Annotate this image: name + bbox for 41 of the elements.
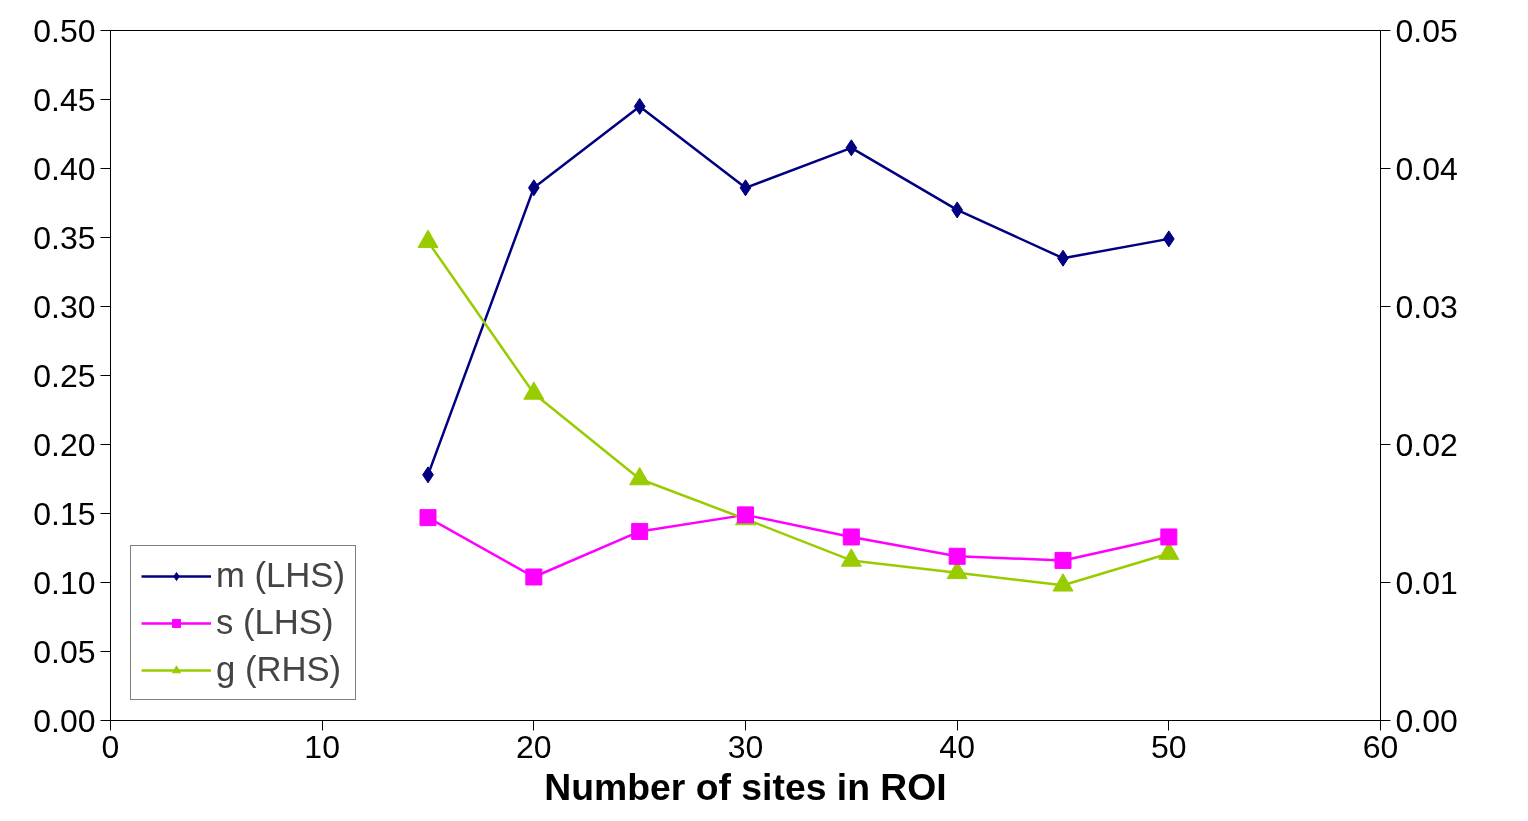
point bbox=[419, 509, 437, 527]
point bbox=[842, 528, 860, 546]
point bbox=[1160, 528, 1178, 546]
point bbox=[845, 139, 858, 157]
x-tick-label: 0 bbox=[101, 728, 120, 765]
point bbox=[417, 229, 439, 248]
legend-label: m (LHS) bbox=[216, 556, 345, 595]
point bbox=[1054, 551, 1072, 569]
x-tick-label: 30 bbox=[727, 728, 764, 765]
y-tick-label: 0.10 bbox=[33, 564, 96, 601]
x-tick-label: 20 bbox=[516, 728, 552, 765]
y-tick-label: 0.20 bbox=[33, 426, 96, 463]
x-tick-label: 50 bbox=[1151, 728, 1187, 765]
y-tick-label: 0.40 bbox=[33, 150, 96, 187]
legend-label: g (RHS) bbox=[216, 650, 342, 689]
x-tick-label: 40 bbox=[939, 728, 975, 765]
x-tick-label: 10 bbox=[304, 728, 340, 765]
point bbox=[739, 179, 752, 197]
legend-label: s (LHS) bbox=[216, 603, 334, 642]
point bbox=[525, 568, 543, 586]
point bbox=[629, 466, 651, 486]
y-tick-label: 0.00 bbox=[33, 702, 96, 739]
y2-tick-label: 0.05 bbox=[1395, 12, 1458, 49]
y2-tick-label: 0.04 bbox=[1395, 150, 1458, 187]
point bbox=[840, 548, 862, 567]
x-axis-title: Number of sites in ROI bbox=[544, 765, 947, 808]
point bbox=[1052, 573, 1074, 592]
y-tick-label: 0.35 bbox=[33, 219, 96, 256]
y-tick-label: 0.50 bbox=[33, 12, 96, 49]
y2-tick-label: 0.01 bbox=[1395, 564, 1458, 601]
y-tick-label: 0.45 bbox=[33, 81, 96, 118]
y2-tick-label: 0.03 bbox=[1395, 288, 1458, 325]
y-tick-label: 0.05 bbox=[33, 633, 96, 670]
y2-tick-label: 0.02 bbox=[1395, 426, 1458, 463]
y-tick-label: 0.30 bbox=[33, 288, 96, 325]
point bbox=[523, 381, 545, 400]
point bbox=[948, 547, 966, 565]
point bbox=[631, 522, 649, 540]
y-tick-label: 0.15 bbox=[33, 495, 96, 532]
point bbox=[633, 97, 646, 115]
y-tick-label: 0.25 bbox=[33, 357, 96, 394]
